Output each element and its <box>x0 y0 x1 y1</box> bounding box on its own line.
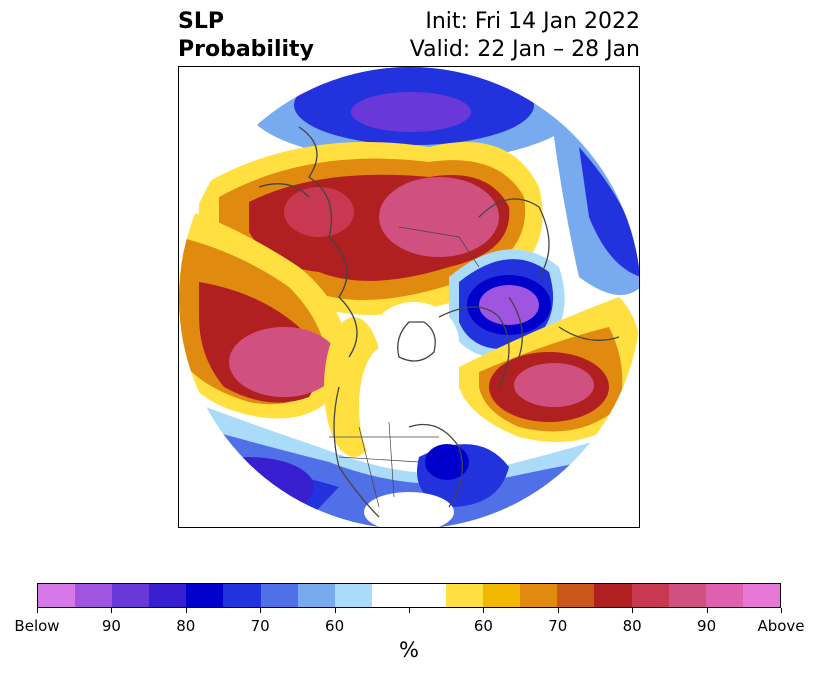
colorbar-segment <box>297 584 335 607</box>
colorbar-tick <box>111 608 113 613</box>
colorbar-segment <box>75 584 113 607</box>
coastlines <box>258 126 620 518</box>
colorbar-tick-label: Above <box>757 617 805 635</box>
title-line-2: Probability <box>178 37 314 62</box>
colorbar-segment <box>631 584 669 607</box>
colorbar-tick-label: 90 <box>101 617 121 635</box>
colorbar-segment <box>446 584 484 607</box>
colorbar-tick <box>483 608 485 613</box>
colorbar-segment <box>334 584 372 607</box>
colorbar-tick <box>334 608 336 613</box>
probability-map-svg <box>179 67 639 527</box>
colorbar-tick-label: 60 <box>473 617 493 635</box>
unit-label: % <box>399 638 419 662</box>
polar-map <box>178 66 640 528</box>
colorbar-segment <box>186 584 224 607</box>
colorbar-tick-label: 90 <box>697 617 717 635</box>
title-line-1: SLP <box>178 9 224 34</box>
colorbar-segment <box>557 584 595 607</box>
colorbar-segment <box>520 584 558 607</box>
colorbar-tick <box>706 608 708 613</box>
colorbar <box>37 583 781 608</box>
colorbar-tick <box>260 608 262 613</box>
colorbar-segment <box>483 584 521 607</box>
colorbar-tick-label: 80 <box>622 617 642 635</box>
colorbar-segment <box>742 584 780 607</box>
colorbar-segment <box>668 584 706 607</box>
colorbar-segment <box>112 584 150 607</box>
map-title: SLP Probability <box>178 8 314 64</box>
colorbar-segment <box>149 584 187 607</box>
colorbar-segment <box>371 584 409 607</box>
colorbar-tick <box>37 608 38 613</box>
colorbar-tick-label: Below <box>14 617 60 635</box>
colorbar-segment <box>594 584 632 607</box>
colorbar-segment <box>38 584 76 607</box>
init-date: Init: Fri 14 Jan 2022 <box>425 9 640 34</box>
borders <box>329 226 480 508</box>
colorbar-segment <box>705 584 743 607</box>
colorbar-tick <box>409 608 410 613</box>
colorbar-segment <box>260 584 298 607</box>
colorbar-tick <box>781 608 782 613</box>
colorbar-tick <box>185 608 187 613</box>
colorbar-tick <box>632 608 634 613</box>
colorbar-segment <box>408 584 447 607</box>
colorbar-tick-label: 70 <box>250 617 270 635</box>
colorbar-tick-label: 60 <box>325 617 345 635</box>
valid-range: Valid: 22 Jan – 28 Jan <box>409 37 640 62</box>
colorbar-segment <box>223 584 261 607</box>
colorbar-tick-label: 70 <box>548 617 568 635</box>
colorbar-tick-label: 80 <box>176 617 196 635</box>
colorbar-tick <box>557 608 559 613</box>
date-info: Init: Fri 14 Jan 2022 Valid: 22 Jan – 28… <box>410 8 640 64</box>
